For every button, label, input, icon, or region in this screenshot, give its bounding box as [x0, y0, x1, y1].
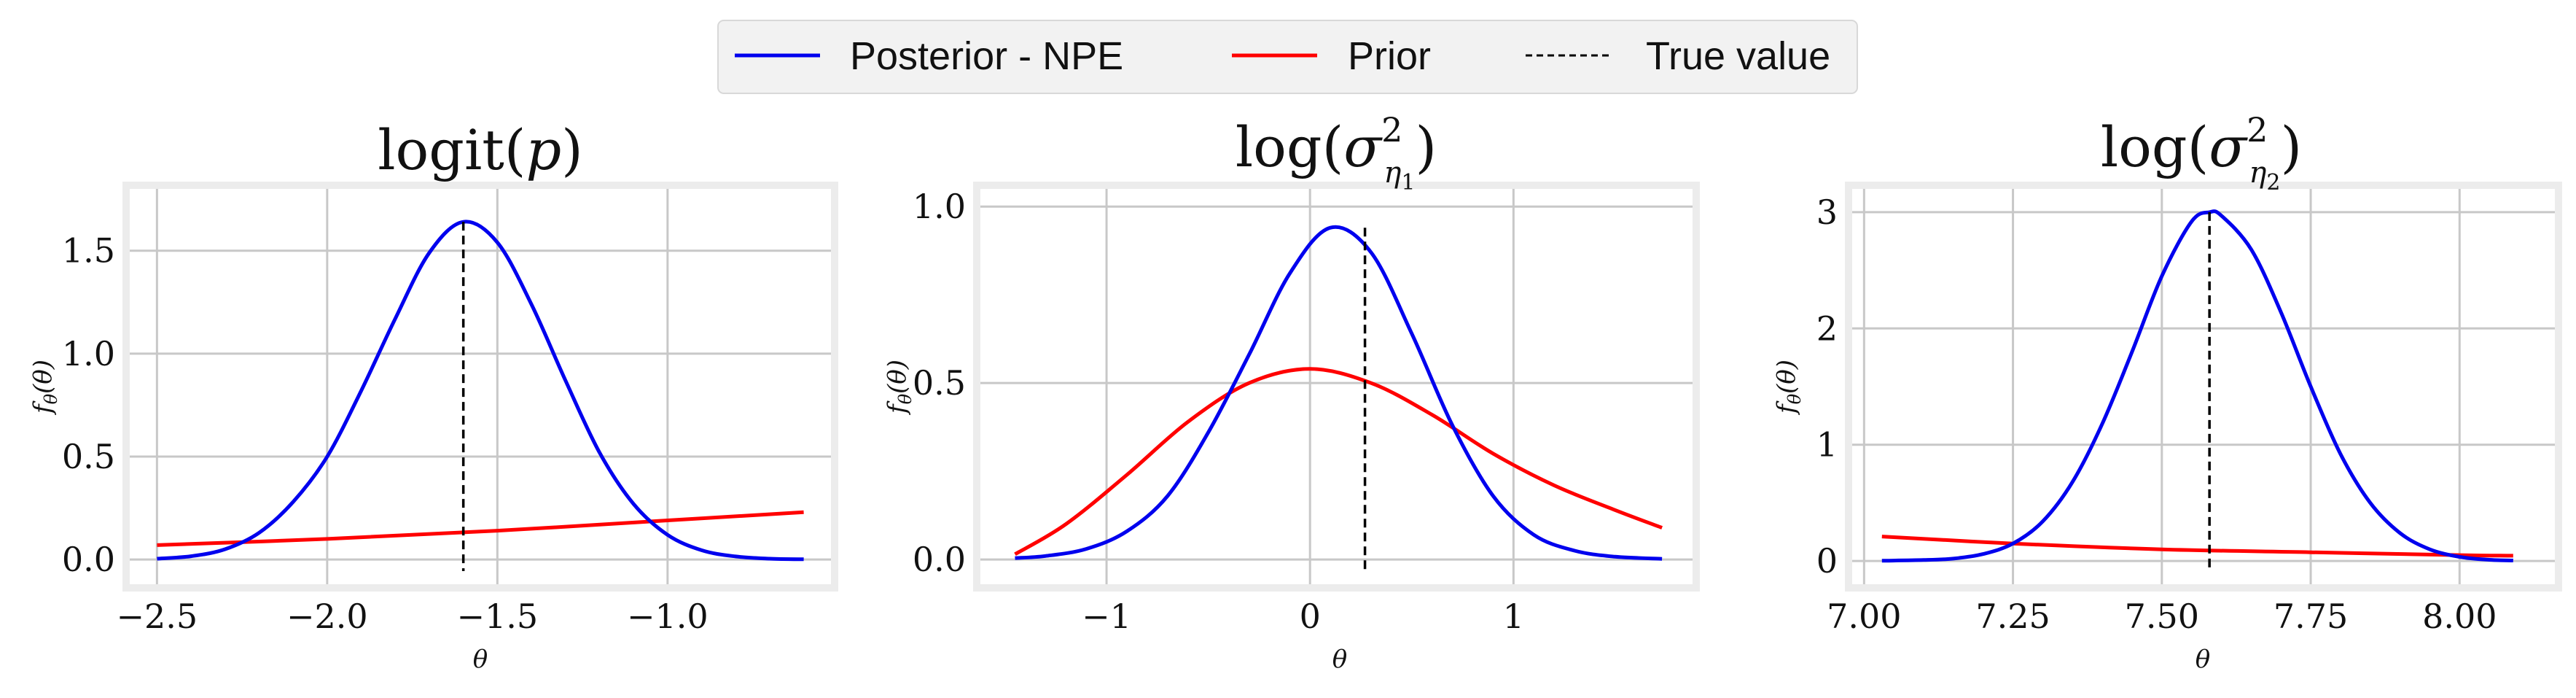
- xticks: −1 0 1: [1082, 597, 1524, 636]
- x-tick-label: −2.5: [117, 597, 198, 636]
- y-tick-label: 0: [1816, 541, 1838, 581]
- x-tick-label: 7.75: [2273, 597, 2348, 636]
- y-axis-label: fθ(θ): [28, 360, 61, 416]
- x-axis-label: θ: [1332, 645, 1347, 674]
- x-axis-label: θ: [2196, 645, 2210, 674]
- y-tick-label: 3: [1816, 193, 1838, 232]
- yticks: 0 1 2 3: [1816, 193, 1838, 581]
- panel-log-sigma-eta1: −1 0 1 0.00.51.0 log(σ2 η1) θ fθ(θ): [883, 110, 1700, 674]
- y-tick-label: 0.0: [62, 540, 115, 579]
- yticks: 0.0 0.5 1.0 1.5: [62, 231, 115, 579]
- x-tick-label: 7.25: [1975, 597, 2050, 636]
- posterior-curve: [157, 220, 804, 562]
- legend-posterior-label: Posterior - NPE: [850, 34, 1123, 78]
- plot-frame: [973, 182, 1700, 592]
- legend: Posterior - NPE Prior True value: [717, 20, 1858, 94]
- y-tick-label: 1.5: [62, 231, 115, 271]
- x-tick-label: 0: [1300, 597, 1321, 636]
- x-tick-label: 8.00: [2422, 597, 2497, 636]
- x-tick-label: −1.0: [627, 597, 709, 636]
- y-tick-label: 2: [1816, 309, 1838, 348]
- plot-frame: [122, 182, 838, 592]
- prior-curve: [157, 510, 804, 547]
- y-tick-label: 1.0: [62, 334, 115, 373]
- xticks: −2.5 −2.0 −1.5 −1.0: [117, 597, 709, 636]
- yticks: 0.0 0.5 1.0: [913, 187, 966, 579]
- panel-logit-p: −2.5 −2.0 −1.5 −1.0 0.0 0.5 1.0 1.5 logit(p) θ…: [28, 117, 838, 674]
- legend-prior-label: Prior: [1348, 34, 1431, 78]
- x-tick-label: 7.00: [1827, 597, 1901, 636]
- xticks: 7.00 7.25 7.50 7.75 8.00: [1827, 597, 2497, 636]
- posterior-curve: [1015, 225, 1663, 561]
- y-axis-label: fθ(θ): [1772, 360, 1805, 416]
- x-tick-label: −2.0: [286, 597, 368, 636]
- legend-true-value-label: True value: [1646, 34, 1830, 78]
- grid: [130, 189, 831, 584]
- plot-frame: [1845, 182, 2562, 592]
- y-tick-label: 1.0: [913, 187, 966, 226]
- y-tick-label: 0.5: [913, 363, 966, 403]
- x-tick-label: 1: [1503, 597, 1524, 636]
- prior-curve: [1014, 367, 1663, 557]
- x-axis-label: θ: [473, 645, 488, 674]
- y-axis-label: fθ(θ): [883, 360, 916, 416]
- panel-title: logit(p): [378, 117, 583, 182]
- y-tick-label: 1: [1816, 425, 1838, 465]
- x-tick-label: −1: [1082, 597, 1131, 636]
- y-tick-label: 0.0: [913, 540, 966, 579]
- y-tick-label: 0.5: [62, 437, 115, 476]
- x-tick-label: 7.50: [2125, 597, 2199, 636]
- x-tick-label: −1.5: [456, 597, 538, 636]
